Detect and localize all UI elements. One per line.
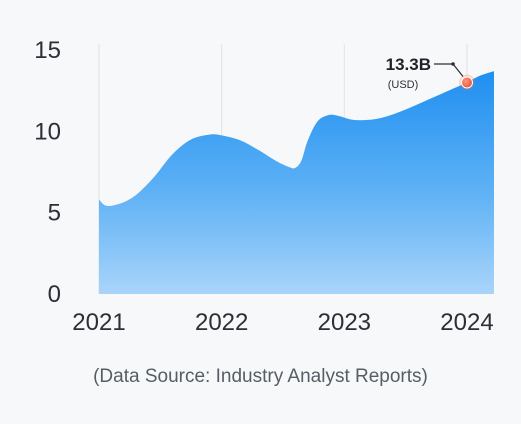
data-source-caption: (Data Source: Industry Analyst Reports) [93,366,428,387]
annotation-marker [461,76,473,89]
annotation-unit: (USD) [388,79,419,91]
value-annotation: 13.3B (USD) [386,55,475,91]
y-tick-label: 5 [48,200,61,227]
y-tick-label: 0 [48,281,61,308]
x-tick-label: 2024 [440,309,493,336]
leader-dot [451,62,455,66]
x-tick-label: 2021 [72,309,125,336]
y-axis: 0 5 10 15 [34,37,61,308]
area-series [99,71,494,294]
x-tick-label: 2023 [318,309,371,336]
y-tick-label: 10 [34,118,61,145]
x-tick-label: 2022 [195,309,248,336]
y-tick-label: 15 [34,37,61,64]
area-chart: 0 5 10 15 2021 2022 2023 2024 13.3B (USD) [34,37,494,336]
annotation-leader-line [434,63,464,77]
annotation-value: 13.3B [386,55,431,74]
area-fill [99,71,494,294]
x-axis: 2021 2022 2023 2024 [72,309,493,336]
